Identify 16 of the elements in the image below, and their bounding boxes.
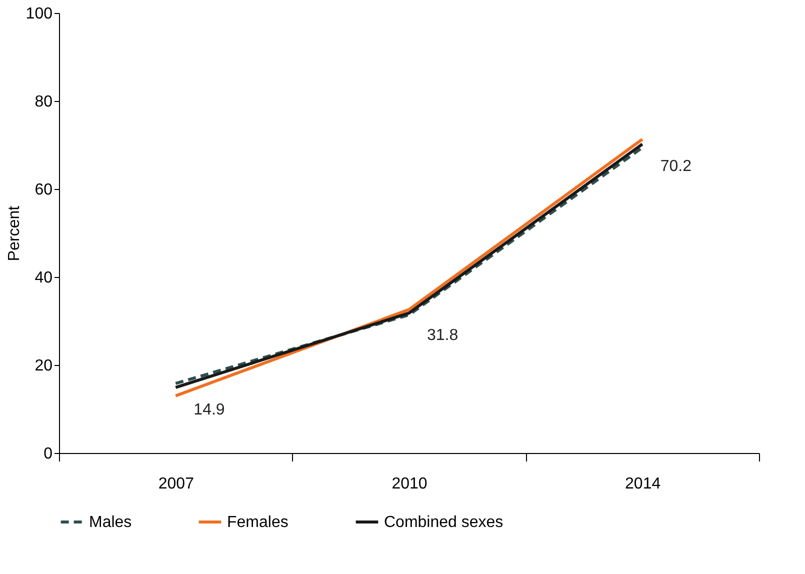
x-tick-label: 2007	[158, 476, 194, 492]
data-label: 70.2	[660, 158, 692, 176]
x-tick-label: 2014	[625, 476, 661, 492]
y-tick-label: 20	[34, 358, 53, 374]
data-label: 14.9	[194, 401, 225, 418]
x-tick-label: 2010	[392, 476, 428, 492]
data-label: 31.8	[427, 327, 458, 344]
y-tick-label: 100	[26, 6, 53, 22]
legend-label: Females	[227, 514, 288, 531]
y-axis-title: Percent	[6, 205, 23, 262]
legend-label: Males	[89, 514, 132, 531]
legend-label: Combined sexes	[384, 514, 504, 531]
y-tick-label: 80	[34, 94, 53, 110]
y-tick-label: 40	[34, 270, 53, 286]
y-tick-label: 0	[44, 446, 53, 462]
y-tick-label: 60	[34, 182, 53, 198]
